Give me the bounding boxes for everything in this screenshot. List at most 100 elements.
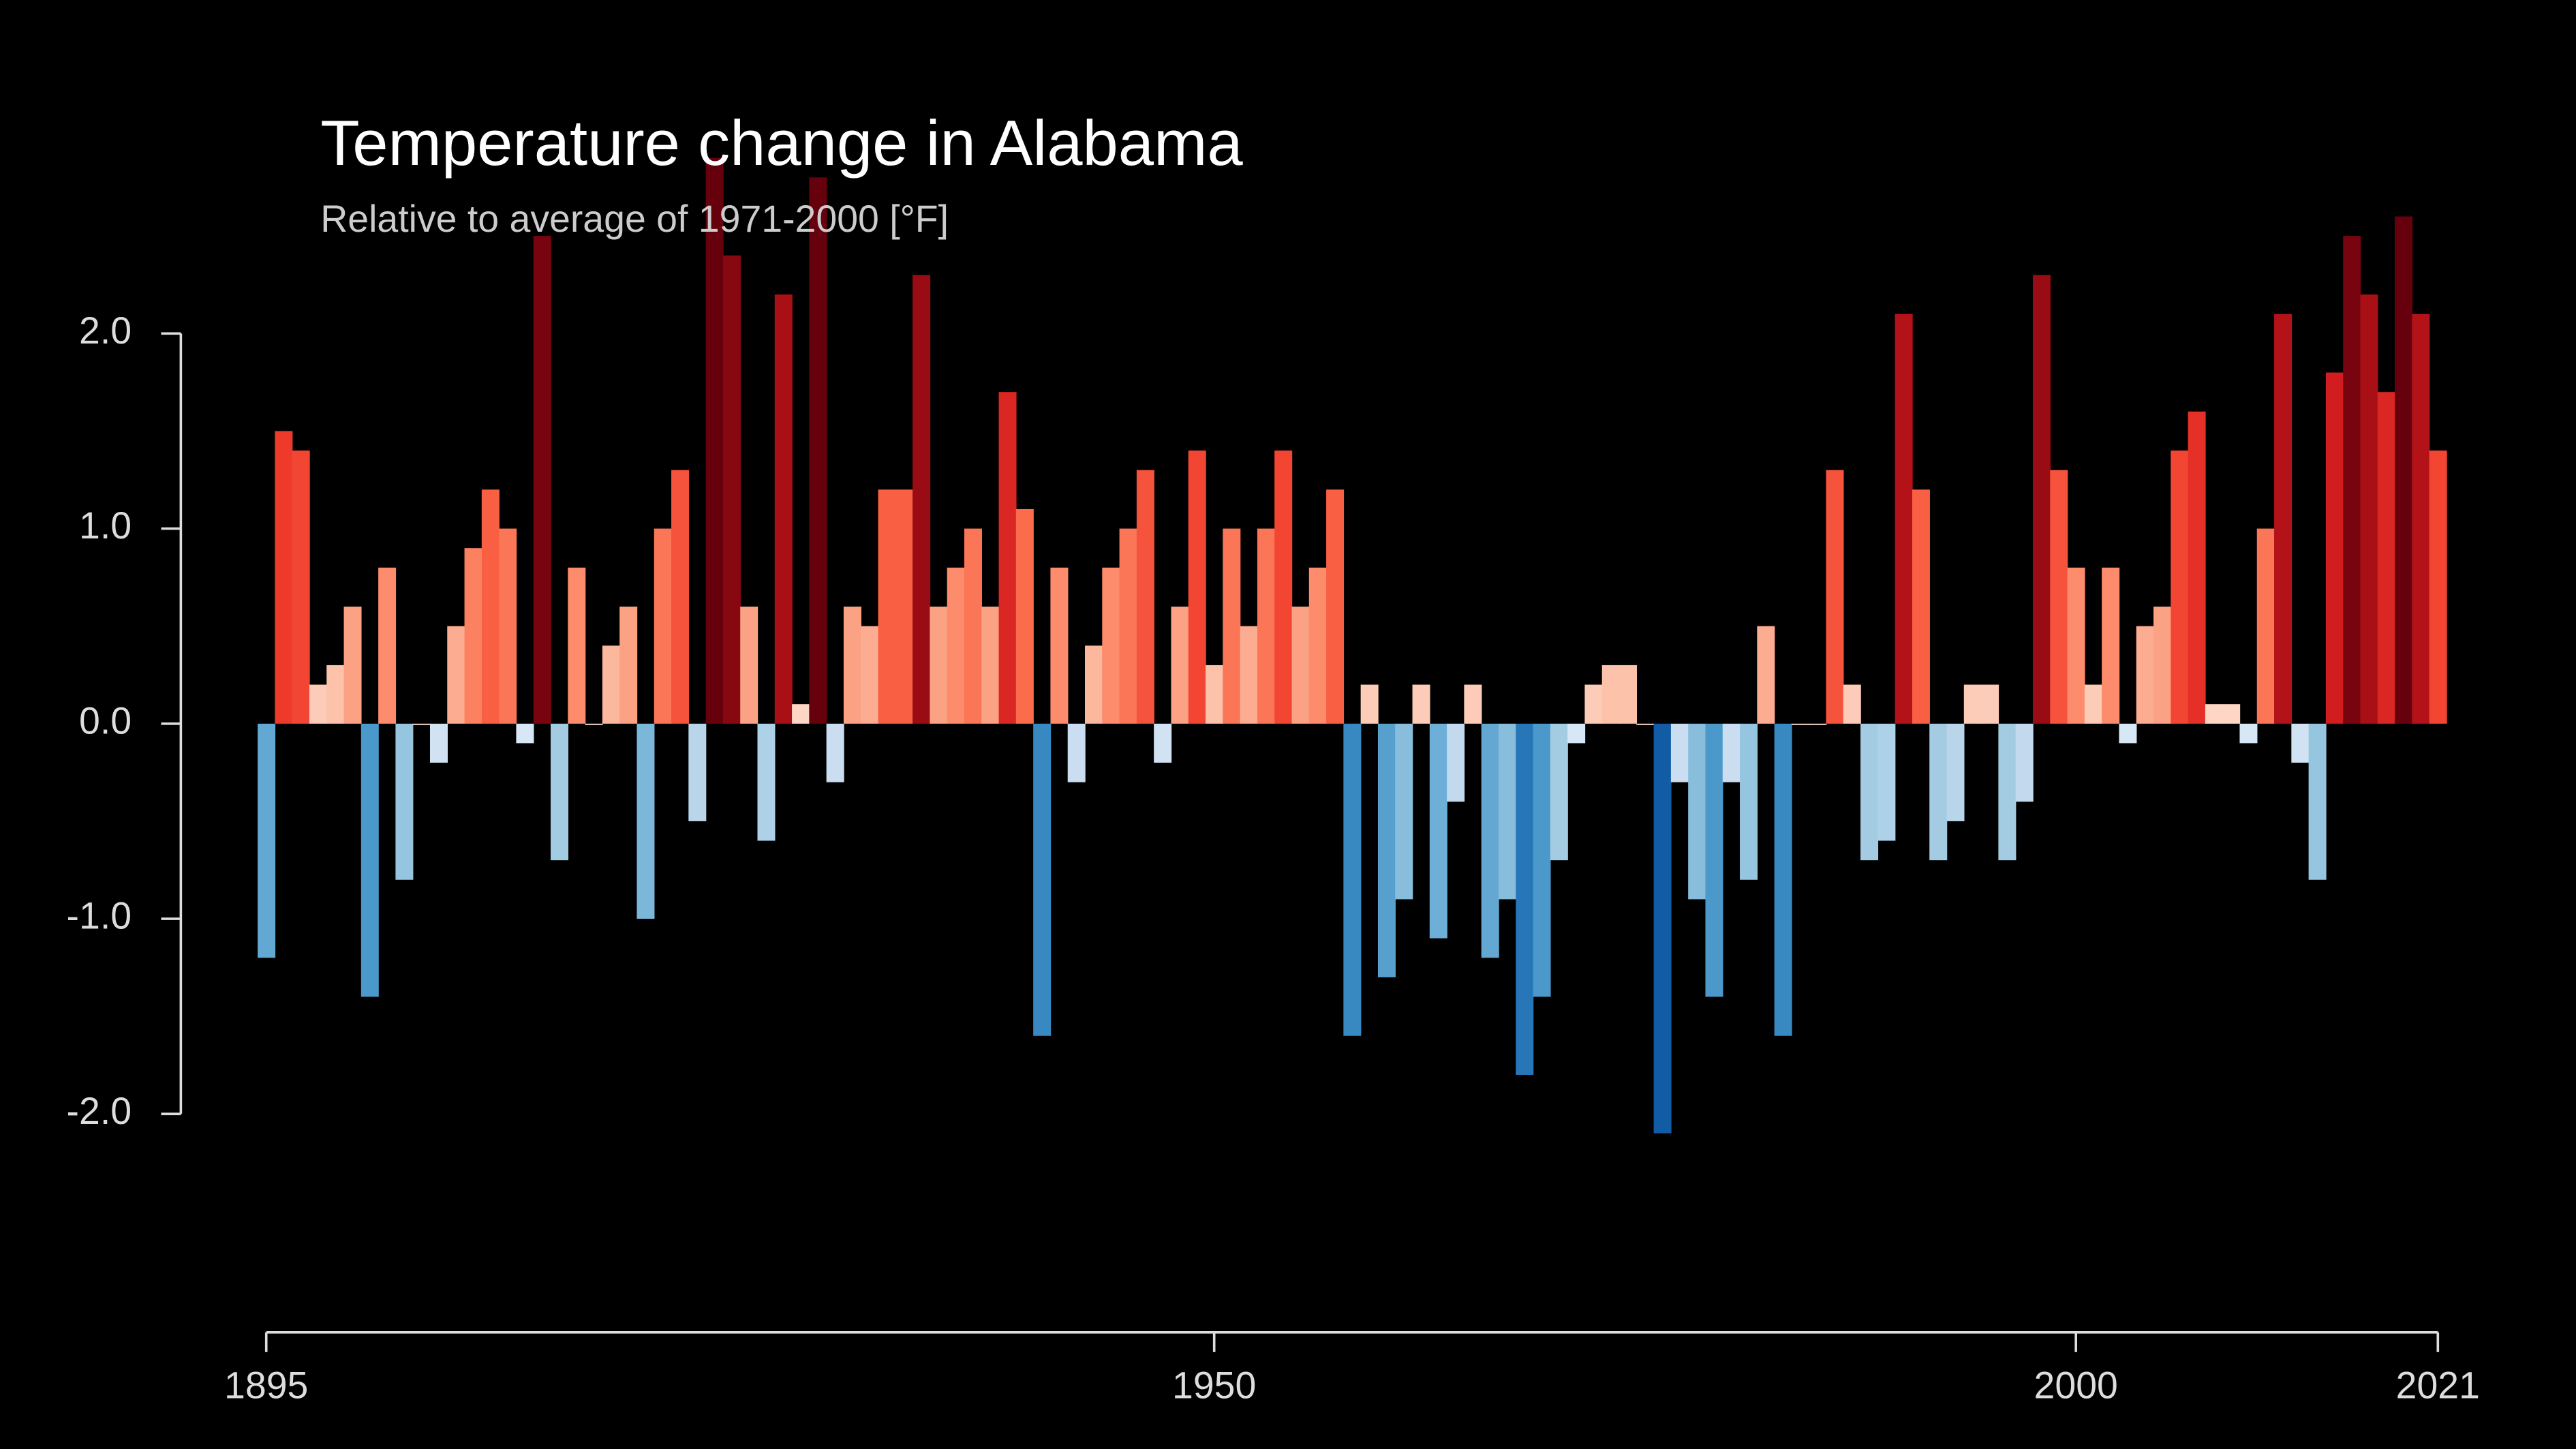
bar: [2256, 528, 2275, 724]
bar: [1481, 723, 1499, 958]
bar: [637, 723, 655, 919]
bar: [843, 607, 861, 724]
y-tick-label: -1.0: [67, 895, 132, 937]
x-tick-label: 1895: [224, 1364, 308, 1406]
y-tick-label: 0.0: [79, 699, 132, 742]
bar: [1895, 314, 1913, 724]
bar: [1033, 723, 1052, 1036]
bar: [964, 528, 982, 724]
bar: [258, 723, 276, 958]
bar: [1464, 684, 1482, 724]
bar: [1223, 528, 1241, 724]
bar: [1360, 684, 1379, 724]
y-tick-label: 1.0: [79, 504, 132, 547]
bar: [343, 607, 362, 724]
bar: [895, 489, 913, 724]
bar: [1516, 723, 1534, 1076]
bar: [2102, 567, 2120, 724]
bar: [1929, 723, 1948, 861]
bar: [1705, 723, 1723, 997]
bar: [1085, 645, 1103, 724]
bar: [378, 567, 397, 724]
bar: [1860, 723, 1879, 861]
bar: [878, 489, 896, 724]
bar: [2429, 451, 2447, 724]
bar: [2377, 392, 2395, 724]
bar: [2067, 567, 2085, 724]
bar: [1015, 508, 1034, 724]
bar: [275, 431, 293, 724]
bar: [757, 723, 776, 841]
bar: [1102, 567, 1120, 724]
bar: [1343, 723, 1362, 1036]
bar: [1050, 567, 1069, 724]
bar: [309, 684, 327, 724]
bar: [774, 294, 793, 724]
bar: [2050, 470, 2068, 724]
bars: [258, 157, 2447, 1133]
bar: [861, 626, 879, 724]
bar: [1826, 470, 1844, 724]
bar: [1308, 567, 1327, 724]
bar: [1291, 607, 1310, 724]
bar: [671, 470, 690, 724]
bar: [792, 704, 810, 724]
bar: [1619, 665, 1638, 724]
bar: [1154, 723, 1172, 763]
bar: [568, 567, 586, 724]
bar: [2308, 723, 2327, 880]
bar: [481, 489, 500, 724]
bar: [361, 723, 379, 997]
bar: [1274, 451, 1293, 724]
bar: [1963, 684, 1982, 724]
bar: [2325, 372, 2344, 724]
bar: [826, 723, 844, 782]
bar: [1447, 723, 1465, 802]
bar: [1757, 626, 1775, 724]
bar: [1067, 723, 1086, 782]
bar: [499, 528, 517, 724]
bar: [1946, 723, 1965, 821]
bar: [2153, 607, 2172, 724]
bar: [1791, 723, 1809, 725]
bar: [2274, 314, 2293, 724]
bar: [2395, 216, 2413, 724]
bar: [809, 177, 827, 724]
bar: [1636, 723, 1655, 725]
bar: [2222, 704, 2241, 724]
bar: [947, 567, 965, 724]
bar: [1912, 489, 1930, 724]
bar: [2343, 236, 2361, 724]
bar: [2136, 626, 2154, 724]
bar: [516, 723, 534, 744]
x-tick-label: 2021: [2396, 1364, 2480, 1406]
bar: [395, 723, 414, 880]
bar: [930, 607, 948, 724]
bar: [1119, 528, 1137, 724]
bar: [1774, 723, 1792, 1036]
bar: [1412, 684, 1430, 724]
bar: [464, 548, 482, 724]
bar: [2084, 684, 2102, 724]
bar: [981, 607, 1000, 724]
bar: [1740, 723, 1758, 880]
bar: [1601, 665, 1620, 724]
bar: [619, 607, 638, 724]
bar: [2205, 704, 2223, 724]
bar: [2032, 275, 2051, 724]
bar: [1257, 528, 1275, 724]
bar: [688, 723, 707, 821]
bar: [1584, 684, 1603, 724]
bar: [1653, 723, 1672, 1133]
bar: [2015, 723, 2034, 802]
bar: [1877, 723, 1896, 841]
x-tick-label: 2000: [2034, 1364, 2118, 1406]
bar: [1809, 723, 1827, 725]
bar: [1171, 607, 1189, 724]
bar: [447, 626, 465, 724]
bar: [1843, 684, 1861, 724]
bar: [1377, 723, 1396, 977]
x-tick-label: 1950: [1172, 1364, 1256, 1406]
